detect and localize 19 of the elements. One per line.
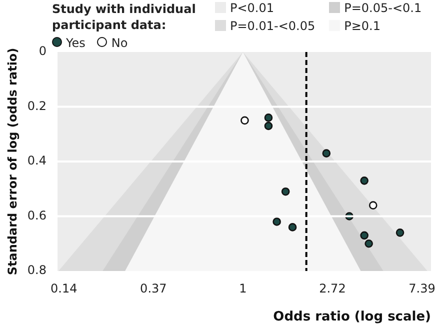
x-tick-label: 1 bbox=[239, 281, 247, 296]
x-tick-label: 0.14 bbox=[50, 281, 78, 296]
legend-label: P=0.05-<0.1 bbox=[343, 1, 422, 17]
legend-label: P≥0.1 bbox=[343, 19, 382, 35]
legend-label: Yes bbox=[65, 36, 86, 50]
x-tick-label: 2.72 bbox=[319, 281, 346, 296]
x-tick-label: 7.39 bbox=[408, 281, 436, 296]
legend-title: Study with individual participant data: bbox=[52, 1, 197, 33]
legend-label: No bbox=[110, 36, 128, 50]
y-tick-label: 0.2 bbox=[27, 98, 46, 113]
y-axis-title: Standard error of log (odds ratio) bbox=[5, 48, 20, 276]
legend-label: P=0.01-<0.05 bbox=[229, 19, 316, 35]
y-tick-label: 0.4 bbox=[27, 154, 46, 168]
y-tick-label: 0.8 bbox=[27, 263, 46, 278]
y-tick-label: 0 bbox=[38, 44, 46, 58]
y-tick-label: 0.6 bbox=[27, 208, 46, 222]
x-tick-label: 0.37 bbox=[140, 281, 167, 296]
legend-label: P<0.01 bbox=[229, 1, 276, 17]
x-axis-title: Odds ratio (log scale) bbox=[273, 310, 431, 325]
